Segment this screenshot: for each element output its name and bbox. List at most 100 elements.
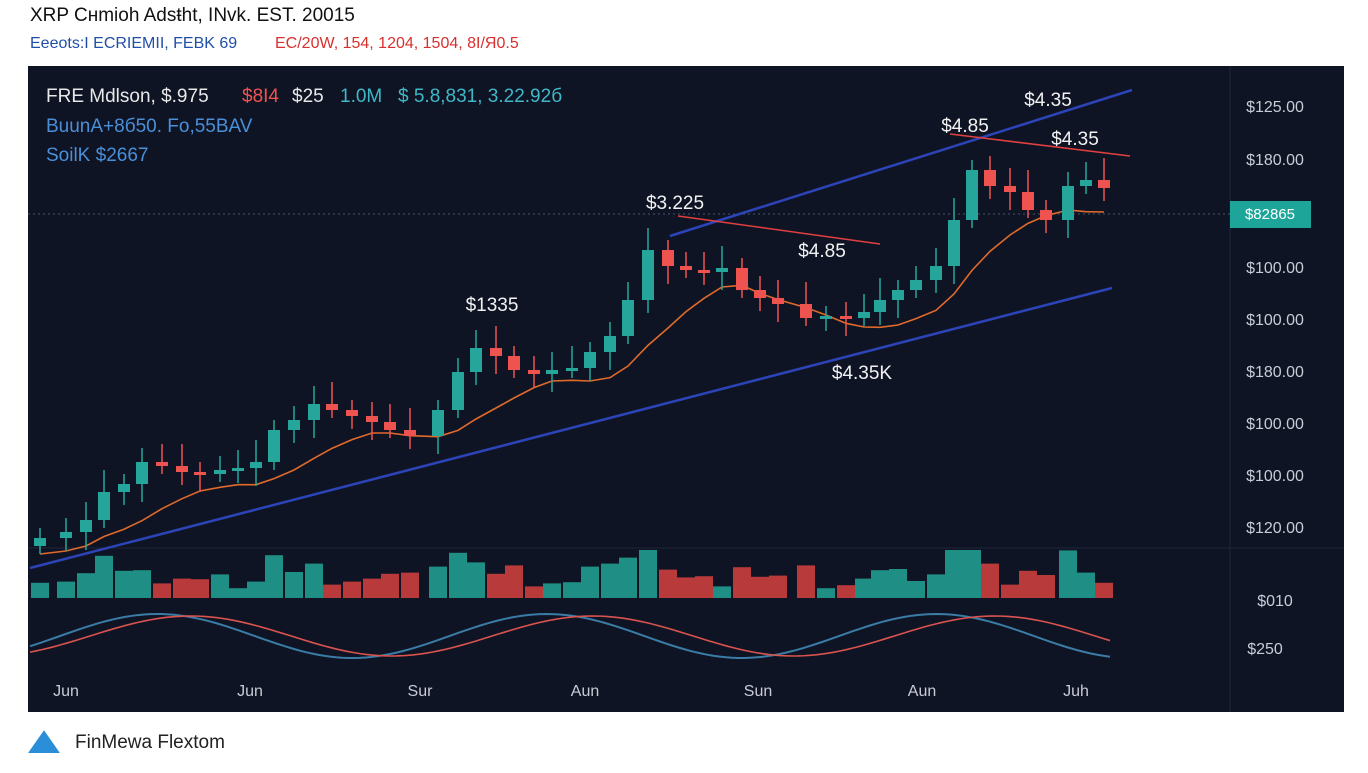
overlay-text: FRE Mdlson, $.975 xyxy=(46,86,209,107)
volume-bar xyxy=(677,577,695,598)
volume-bar xyxy=(981,563,999,598)
volume-bar xyxy=(1037,575,1055,598)
candle-body xyxy=(1098,180,1110,188)
candle-body xyxy=(60,532,72,538)
overlay-text: 1.0M xyxy=(340,86,382,107)
volume-bar xyxy=(695,576,713,598)
candle-body xyxy=(366,416,378,422)
volume-bar xyxy=(285,572,303,598)
candle-body xyxy=(80,520,92,532)
candle-body xyxy=(910,280,922,290)
volume-bar xyxy=(907,581,925,598)
price-label: $100.00 xyxy=(1246,312,1304,329)
volume-bar xyxy=(659,569,677,598)
volume-bar xyxy=(343,581,361,598)
volume-bar xyxy=(31,582,49,598)
volume-bar xyxy=(797,565,815,598)
volume-bar xyxy=(837,585,855,598)
candle-body xyxy=(858,312,870,318)
lower-label: $010 xyxy=(1257,593,1293,610)
time-label: Jun xyxy=(53,683,79,700)
annotation: $4.35K xyxy=(832,363,893,384)
candle-body xyxy=(622,300,634,336)
volume-bar xyxy=(563,582,581,598)
price-label: $100.00 xyxy=(1246,260,1304,277)
candle-body xyxy=(892,290,904,300)
candle-body xyxy=(1040,210,1052,220)
volume-bar xyxy=(133,570,151,598)
candle-body xyxy=(194,472,206,475)
volume-bar xyxy=(449,552,467,598)
volume-bar xyxy=(401,572,419,598)
candle-body xyxy=(662,250,674,266)
candle-body xyxy=(136,462,148,484)
candle-body xyxy=(984,170,996,186)
volume-bar xyxy=(57,581,75,598)
candle-body xyxy=(452,372,464,410)
candle-body xyxy=(680,266,692,270)
volume-bar xyxy=(581,566,599,598)
volume-bar xyxy=(467,562,485,598)
candle-body xyxy=(546,370,558,374)
overlay-text: BuunA+8б50. Fo,55BAV xyxy=(46,116,253,137)
volume-bar xyxy=(1095,582,1113,598)
candle-body xyxy=(966,170,978,220)
overlay-text: SoilK $2667 xyxy=(46,145,148,166)
candle-body xyxy=(156,462,168,466)
volume-bar xyxy=(733,567,751,598)
candle-body xyxy=(490,348,502,356)
current-price: $82865 xyxy=(1245,206,1295,223)
volume-bar xyxy=(305,563,323,598)
volume-bar xyxy=(713,586,731,598)
price-label: $100.00 xyxy=(1246,416,1304,433)
candle-body xyxy=(118,484,130,492)
candle-body xyxy=(820,316,832,319)
trend-line xyxy=(669,88,1133,238)
candle-body xyxy=(1080,180,1092,186)
logo xyxy=(28,730,60,753)
candle-body xyxy=(840,316,852,319)
time-label: Sun xyxy=(744,683,772,700)
overlay-text: $ 5.8,831, 3.22.92б xyxy=(398,86,562,107)
candle-body xyxy=(404,430,416,436)
annotation: $1335 xyxy=(466,295,519,316)
volume-bar xyxy=(751,576,769,598)
candle-body xyxy=(566,368,578,371)
volume-bar xyxy=(429,566,447,598)
volume-bar xyxy=(639,550,657,598)
volume-bar xyxy=(1019,570,1037,598)
candle-body xyxy=(1022,192,1034,210)
price-label: $100.00 xyxy=(1246,468,1304,485)
volume-bar xyxy=(855,578,873,598)
volume-bar xyxy=(363,578,381,598)
annotation: $4.35 xyxy=(1051,129,1099,150)
volume-bar xyxy=(945,550,963,598)
moving-average xyxy=(39,209,1105,555)
volume-bar xyxy=(543,583,561,598)
volume-bar xyxy=(487,573,505,598)
volume-bar xyxy=(871,570,889,598)
candle-body xyxy=(384,422,396,430)
oscillator-signal xyxy=(29,615,1111,657)
candle-body xyxy=(698,270,710,273)
candle-body xyxy=(772,298,784,304)
candle-body xyxy=(1062,186,1074,220)
candle-body xyxy=(34,538,46,546)
candle-body xyxy=(1004,186,1016,192)
annotation: $4.85 xyxy=(941,116,989,137)
volume-bar xyxy=(619,557,637,598)
candle-body xyxy=(326,404,338,410)
price-label: $180.00 xyxy=(1246,152,1304,169)
time-label: Jun xyxy=(237,683,263,700)
candle-body xyxy=(528,370,540,374)
volume-bar xyxy=(153,583,171,598)
volume-bar xyxy=(115,570,133,598)
candle-body xyxy=(508,356,520,370)
volume-bar xyxy=(889,569,907,598)
price-label: $180.00 xyxy=(1246,364,1304,381)
time-label: Aun xyxy=(908,683,936,700)
brand: FinMewa Flextom xyxy=(75,732,225,753)
price-label: $120.00 xyxy=(1246,520,1304,537)
subtitle: EC/20W, 154, 1204, 1504, 8I/Я0.5 xyxy=(275,35,519,52)
